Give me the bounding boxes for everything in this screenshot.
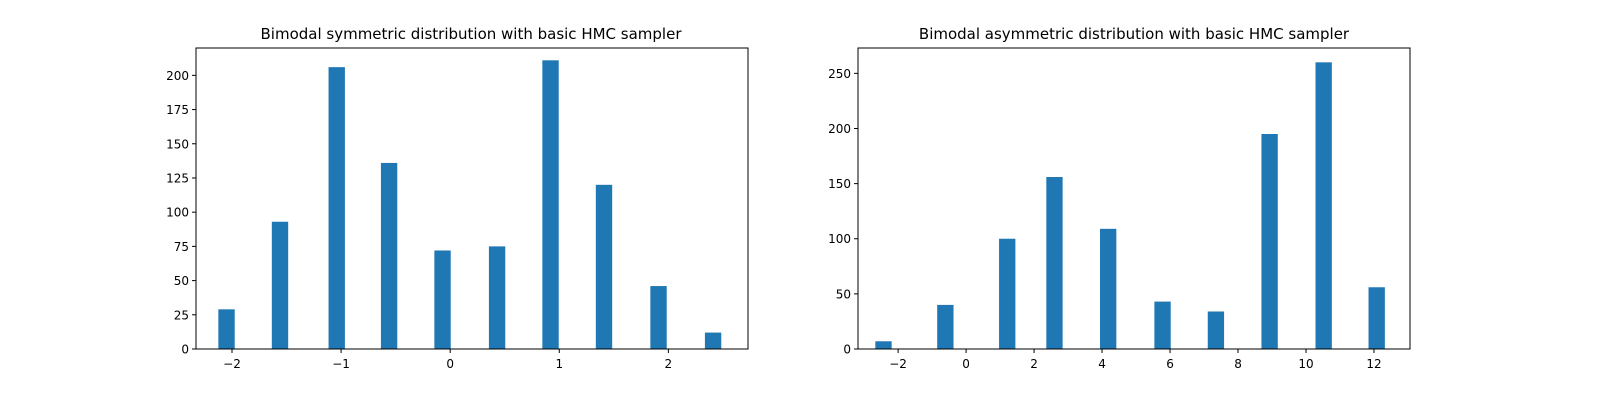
histogram-bar <box>434 250 451 349</box>
histogram-bar <box>1046 177 1063 349</box>
y-tick-label: 75 <box>174 240 189 254</box>
histogram-bar <box>650 286 667 349</box>
y-tick-label: 175 <box>166 103 189 117</box>
histogram-bar <box>1207 311 1225 349</box>
y-tick-label: 25 <box>174 308 189 322</box>
y-tick-label: 150 <box>166 137 189 151</box>
x-tick-label: 10 <box>1298 357 1313 371</box>
histogram-bar <box>1100 228 1117 349</box>
histogram-bar <box>1315 62 1332 349</box>
x-tick-label: 12 <box>1366 357 1381 371</box>
y-tick-label: 50 <box>836 287 851 301</box>
y-tick-label: 100 <box>166 206 189 220</box>
plot-frame <box>195 47 749 350</box>
chart-bimodal-asymmetric: Bimodal asymmetric distribution with bas… <box>828 25 1411 371</box>
chart-bimodal-symmetric: Bimodal symmetric distribution with basi… <box>166 25 749 371</box>
x-tick-label: 1 <box>555 357 563 371</box>
bar-group <box>875 62 1385 349</box>
histogram-bar <box>328 67 345 350</box>
histogram-bar <box>1368 287 1385 349</box>
y-axis-ticks: 0 25 50 75 100 125 150 175 200 <box>166 69 196 357</box>
histogram-bar <box>937 304 954 349</box>
x-tick-label: −2 <box>223 357 241 371</box>
y-tick-label: 150 <box>828 177 851 191</box>
x-axis-ticks: −2 0 2 4 6 8 10 12 <box>889 349 1382 371</box>
x-tick-label: 6 <box>1166 357 1174 371</box>
histogram-bar <box>1261 134 1278 349</box>
y-tick-label: 125 <box>166 171 189 185</box>
y-tick-label: 50 <box>174 274 189 288</box>
x-tick-label: 8 <box>1234 357 1242 371</box>
x-tick-label: −1 <box>332 357 350 371</box>
x-tick-label: 2 <box>1030 357 1038 371</box>
y-tick-label: 0 <box>181 343 189 357</box>
histogram-bar <box>380 162 398 349</box>
histogram-bar <box>271 221 289 349</box>
histogram-bar <box>488 246 506 349</box>
chart-title: Bimodal symmetric distribution with basi… <box>261 25 683 43</box>
y-tick-label: 250 <box>828 67 851 81</box>
y-tick-label: 200 <box>828 122 851 136</box>
histogram-bar <box>999 238 1016 349</box>
histogram-bar <box>218 309 235 349</box>
plot-frame <box>857 47 1411 350</box>
histogram-bar <box>542 60 559 350</box>
x-tick-label: 2 <box>665 357 673 371</box>
chart-title: Bimodal asymmetric distribution with bas… <box>919 25 1350 43</box>
x-tick-label: 0 <box>962 357 970 371</box>
histogram-bar <box>875 341 892 349</box>
histogram-bar <box>1154 301 1171 349</box>
histogram-bar <box>595 184 613 349</box>
y-tick-label: 0 <box>843 343 851 357</box>
x-axis-ticks: −2 −1 0 1 2 <box>223 349 672 371</box>
y-axis-ticks: 0 50 100 150 200 250 <box>828 67 858 357</box>
x-tick-label: 4 <box>1098 357 1106 371</box>
histogram-bar <box>704 332 722 349</box>
bar-group <box>218 60 722 350</box>
y-tick-label: 200 <box>166 69 189 83</box>
y-tick-label: 100 <box>828 232 851 246</box>
x-tick-label: 0 <box>446 357 454 371</box>
x-tick-label: −2 <box>889 357 907 371</box>
